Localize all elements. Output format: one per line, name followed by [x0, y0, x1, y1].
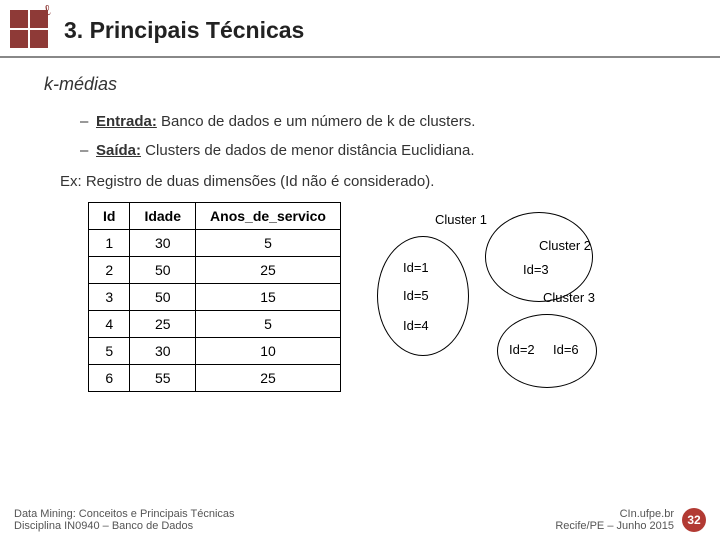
bullet-entrada-text: Banco de dados e um número de k de clust… [157, 113, 476, 130]
col-id: Id [89, 203, 130, 230]
logo: ℓ [10, 10, 50, 50]
slide-content: k-médias Entrada: Banco de dados e um nú… [0, 58, 720, 396]
id-label: Id=4 [403, 318, 429, 333]
bullet-entrada-lead: Entrada: [96, 113, 157, 130]
footer-right-line2: Recife/PE – Junho 2015 [555, 520, 674, 532]
col-anos: Anos_de_servico [196, 203, 341, 230]
slide-footer: Data Mining: Conceitos e Principais Técn… [0, 508, 720, 532]
footer-left-line1: Data Mining: Conceitos e Principais Técn… [14, 508, 235, 520]
bullet-entrada: Entrada: Banco de dados e um número de k… [80, 113, 692, 130]
data-table: Id Idade Anos_de_servico 1305 25025 3501… [88, 202, 341, 392]
footer-left-line2: Disciplina IN0940 – Banco de Dados [14, 520, 235, 532]
table-row: 1305 [89, 230, 341, 257]
bullet-saida-lead: Saída: [96, 142, 141, 159]
bullet-list: Entrada: Banco de dados e um número de k… [80, 113, 692, 159]
cluster-2-label: Cluster 2 [539, 238, 591, 253]
id-label: Id=1 [403, 260, 429, 275]
example-line: Ex: Registro de duas dimensões (Id não é… [60, 173, 692, 190]
id-label: Id=3 [523, 262, 549, 277]
table-header-row: Id Idade Anos_de_servico [89, 203, 341, 230]
table-body: 1305 25025 35015 4255 53010 65525 [89, 230, 341, 392]
slide-title: 3. Principais Técnicas [64, 17, 304, 44]
table-row: 25025 [89, 257, 341, 284]
cluster-3-label: Cluster 3 [543, 290, 595, 305]
id-label: Id=6 [553, 342, 579, 357]
footer-left: Data Mining: Conceitos e Principais Técn… [14, 508, 235, 532]
table-row: 4255 [89, 311, 341, 338]
footer-right-line1: CIn.ufpe.br [555, 508, 674, 520]
cluster-diagram: Cluster 1 Cluster 2 Cluster 3 Id=1 Id=5 … [369, 206, 609, 396]
id-label: Id=5 [403, 288, 429, 303]
cluster-1-label: Cluster 1 [435, 212, 487, 227]
footer-right: CIn.ufpe.br Recife/PE – Junho 2015 32 [555, 508, 706, 532]
slide-header: ℓ 3. Principais Técnicas [0, 0, 720, 58]
bullet-saida-text: Clusters de dados de menor distância Euc… [141, 142, 475, 159]
subtitle: k-médias [44, 74, 692, 95]
main-row: Id Idade Anos_de_servico 1305 25025 3501… [88, 202, 692, 396]
table-row: 53010 [89, 338, 341, 365]
table-row: 65525 [89, 365, 341, 392]
cluster-2-ellipse [485, 212, 593, 302]
col-idade: Idade [130, 203, 196, 230]
page-number-badge: 32 [682, 508, 706, 532]
id-label: Id=2 [509, 342, 535, 357]
bullet-saida: Saída: Clusters de dados de menor distân… [80, 142, 692, 159]
table-row: 35015 [89, 284, 341, 311]
